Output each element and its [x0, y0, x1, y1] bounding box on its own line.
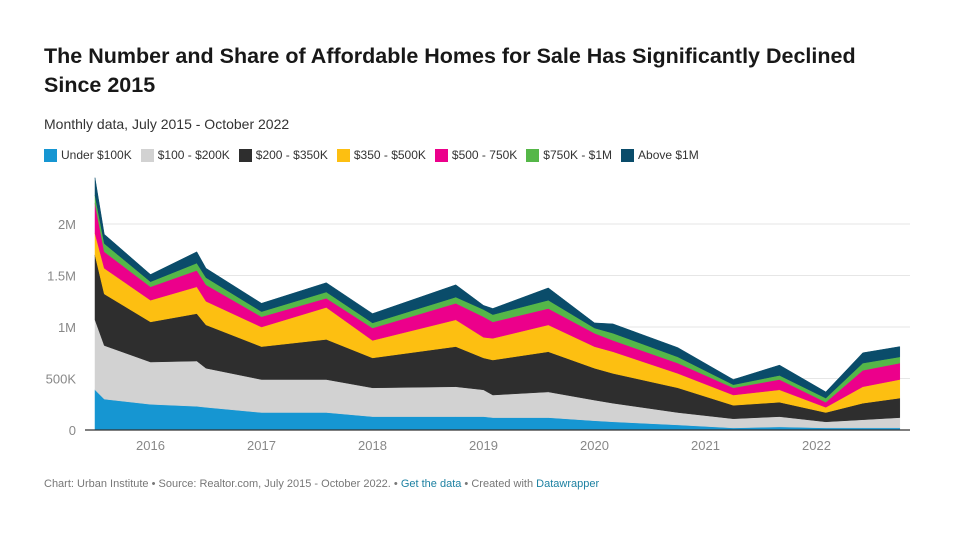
legend-item: $200 - $350K — [238, 148, 328, 162]
x-tick-label: 2018 — [358, 438, 387, 453]
legend-swatch — [621, 148, 635, 162]
legend-label: $750K - $1M — [543, 148, 613, 162]
x-tick-label: 2016 — [136, 438, 165, 453]
x-tick-label: 2022 — [802, 438, 831, 453]
legend-swatch — [336, 148, 350, 162]
legend-swatch — [238, 148, 252, 162]
y-tick-label: 500K — [46, 372, 77, 387]
x-tick-label: 2021 — [691, 438, 720, 453]
x-tick-label: 2020 — [580, 438, 609, 453]
y-tick-label: 1M — [58, 320, 76, 335]
y-tick-label: 2M — [58, 217, 76, 232]
legend-item: Above $1M — [621, 148, 699, 162]
get-the-data-link[interactable]: Get the data — [400, 478, 462, 490]
legend-label: Under $100K — [61, 148, 132, 162]
chart-title: The Number and Share of Affordable Homes… — [44, 44, 856, 97]
legend-item: $500 - 750K — [434, 148, 518, 162]
chart-subtitle: Monthly data, July 2015 - October 2022 — [44, 116, 290, 132]
legend-swatch — [44, 148, 57, 162]
y-tick-label: 0 — [69, 423, 76, 438]
legend-swatch — [526, 148, 540, 162]
x-tick-label: 2017 — [247, 438, 276, 453]
legend-item: $350 - $500K — [336, 148, 426, 162]
datawrapper-link[interactable]: Datawrapper — [536, 478, 600, 490]
legend-item: Under $100K — [44, 148, 132, 162]
legend-label: Above $1M — [638, 148, 699, 162]
footer-mid: • Created with — [461, 478, 537, 490]
y-tick-label: 1.5M — [47, 269, 76, 284]
area-series-6 — [94, 177, 901, 399]
legend: Under $100K $100 - $200K $200 - $350K $350 … — [44, 148, 699, 162]
footer: Chart: Urban Institute • Source: Realtor… — [44, 478, 599, 490]
legend-swatch — [140, 148, 154, 162]
legend-swatch — [434, 148, 448, 162]
legend-label: $200 - $350K — [255, 148, 328, 162]
legend-label: $500 - 750K — [451, 148, 518, 162]
footer-source: Chart: Urban Institute • Source: Realtor… — [44, 478, 401, 490]
legend-item: $750K - $1M — [526, 148, 612, 162]
legend-label: $350 - $500K — [353, 148, 426, 162]
x-tick-label: 2019 — [469, 438, 498, 453]
legend-item: $100 - $200K — [140, 148, 230, 162]
legend-label: $100 - $200K — [157, 148, 230, 162]
